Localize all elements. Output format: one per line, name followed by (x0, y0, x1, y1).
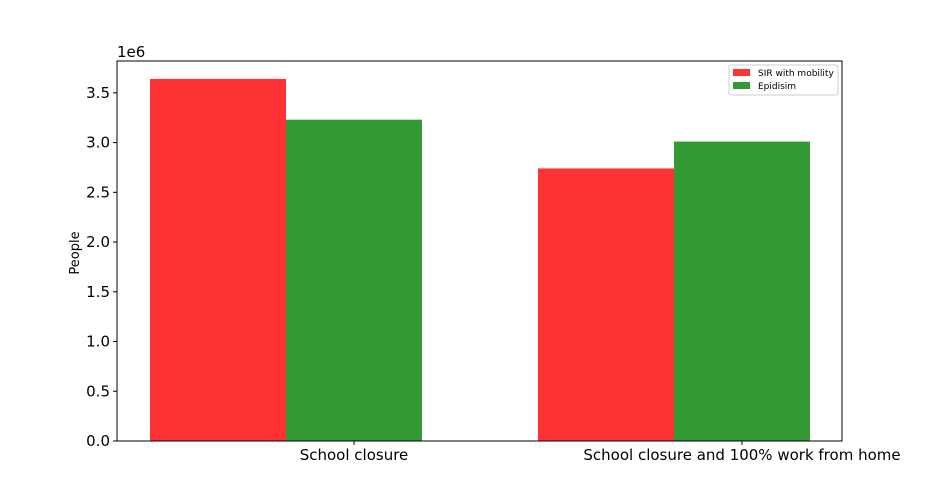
y-tick-label: 2.5 (86, 183, 110, 201)
legend: SIR with mobility Epidisim (728, 64, 839, 96)
x-axis: School closure School closure and 100% wo… (300, 441, 901, 464)
legend-frame (728, 64, 839, 96)
y-offset-text: 1e6 (117, 43, 145, 61)
bar-sir-with-mobility-1 (538, 168, 674, 441)
y-tick-label: 0.0 (86, 432, 110, 450)
plot-frame (116, 60, 843, 442)
legend-label: SIR with mobility (758, 69, 834, 79)
bar-sir-with-mobility-0 (150, 78, 286, 441)
bar-epidisim-1 (674, 141, 810, 441)
bar-epidisim-0 (286, 119, 422, 441)
x-tick-label: School closure (300, 446, 409, 464)
y-tick-label: 1.0 (86, 333, 110, 351)
y-axis-label: People (68, 231, 83, 274)
y-axis: 0.0 0.5 1.0 1.5 2.0 2.5 3.0 3.5 (86, 84, 117, 450)
legend-swatch (733, 69, 750, 76)
legend-swatch (733, 82, 750, 89)
legend-label: Epidisim (758, 82, 796, 92)
y-tick-label: 1.5 (86, 283, 110, 301)
bars-group (150, 78, 810, 441)
y-tick-label: 2.0 (86, 233, 110, 251)
x-tick-label: School closure and 100% work from home (583, 446, 900, 464)
y-tick-label: 3.5 (86, 84, 110, 102)
y-tick-label: 3.0 (86, 134, 110, 152)
y-tick-label: 0.5 (86, 382, 110, 400)
